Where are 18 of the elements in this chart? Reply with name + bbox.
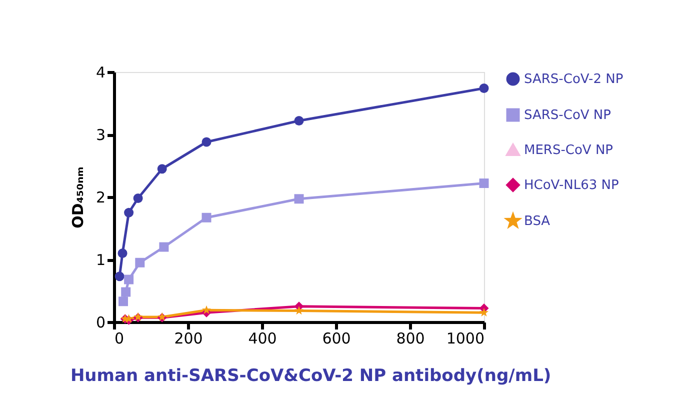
y-tick-label: 3 (96, 126, 106, 144)
y-axis-title: OD₄₅₀ₙₘ (68, 166, 87, 228)
x-tick-label: 800 (396, 330, 425, 348)
y-tick-label: 1 (96, 251, 106, 269)
legend-label: SARS-CoV NP (524, 108, 612, 123)
y-tick-label: 0 (96, 314, 106, 332)
x-tick-label: 1000 (446, 330, 484, 348)
legend-label: BSA (524, 214, 550, 229)
legend-label: HCoV-NL63 NP (524, 178, 619, 193)
x-tick-label: 400 (248, 330, 277, 348)
x-tick-label: 200 (174, 330, 203, 348)
x-tick-label: 600 (322, 330, 351, 348)
legend-label: SARS-CoV-2 NP (524, 72, 624, 87)
y-tick-label: 4 (96, 64, 106, 82)
y-tick-label: 2 (96, 188, 106, 206)
x-tick-label: 0 (114, 330, 124, 348)
legend-label: MERS-CoV NP (524, 143, 614, 158)
x-axis-title: Human anti-SARS-CoV&CoV-2 NP antibody(ng/mL) (70, 366, 552, 386)
